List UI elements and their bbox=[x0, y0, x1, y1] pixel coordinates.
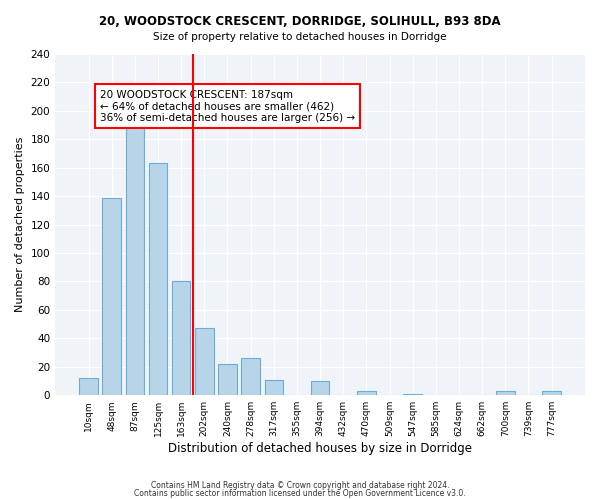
Bar bbox=[172, 282, 190, 395]
Bar bbox=[403, 394, 422, 395]
Bar bbox=[79, 378, 98, 395]
Bar bbox=[218, 364, 237, 395]
Text: 20 WOODSTOCK CRESCENT: 187sqm
← 64% of detached houses are smaller (462)
36% of : 20 WOODSTOCK CRESCENT: 187sqm ← 64% of d… bbox=[100, 90, 355, 122]
Bar bbox=[265, 380, 283, 395]
Bar bbox=[103, 198, 121, 395]
X-axis label: Distribution of detached houses by size in Dorridge: Distribution of detached houses by size … bbox=[168, 442, 472, 455]
Bar bbox=[149, 164, 167, 395]
Y-axis label: Number of detached properties: Number of detached properties bbox=[15, 137, 25, 312]
Bar bbox=[195, 328, 214, 395]
Bar bbox=[357, 391, 376, 395]
Bar bbox=[542, 391, 561, 395]
Bar bbox=[125, 115, 144, 395]
Text: Contains public sector information licensed under the Open Government Licence v3: Contains public sector information licen… bbox=[134, 488, 466, 498]
Text: Contains HM Land Registry data © Crown copyright and database right 2024.: Contains HM Land Registry data © Crown c… bbox=[151, 481, 449, 490]
Bar bbox=[241, 358, 260, 395]
Bar bbox=[496, 391, 515, 395]
Text: 20, WOODSTOCK CRESCENT, DORRIDGE, SOLIHULL, B93 8DA: 20, WOODSTOCK CRESCENT, DORRIDGE, SOLIHU… bbox=[99, 15, 501, 28]
Bar bbox=[311, 381, 329, 395]
Text: Size of property relative to detached houses in Dorridge: Size of property relative to detached ho… bbox=[153, 32, 447, 42]
